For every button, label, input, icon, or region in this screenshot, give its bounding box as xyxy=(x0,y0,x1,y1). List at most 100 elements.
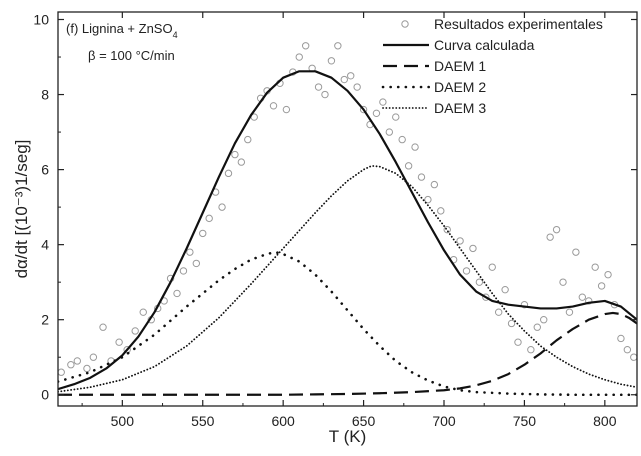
x-axis-label: T (K) xyxy=(329,427,366,446)
data-point xyxy=(578,293,587,301)
legend-item: DAEM 3 xyxy=(382,100,486,116)
series-line-curva-calculada xyxy=(58,70,637,391)
y-axis-label: dα/dt [(10⁻³)1/seg] xyxy=(12,140,31,279)
data-point xyxy=(139,308,147,316)
data-point xyxy=(179,267,188,275)
y-tick-label: 10 xyxy=(33,12,49,28)
data-point xyxy=(314,83,323,91)
data-point xyxy=(192,259,201,268)
data-point xyxy=(340,75,348,84)
data-point xyxy=(520,300,529,309)
data-point xyxy=(295,53,303,61)
x-tick-label: 650 xyxy=(352,413,376,429)
data-point xyxy=(482,293,490,301)
data-point xyxy=(131,327,139,335)
x-tick-label: 600 xyxy=(271,413,295,429)
data-point xyxy=(488,263,496,271)
data-point xyxy=(224,169,233,178)
data-point xyxy=(430,180,439,189)
data-point xyxy=(385,128,394,136)
data-point xyxy=(392,113,400,121)
legend: Resultados experimentales Curva calculada… xyxy=(381,16,603,116)
data-point xyxy=(630,353,637,361)
data-point xyxy=(475,278,484,286)
data-point xyxy=(565,308,574,316)
legend-label: Curva calculada xyxy=(434,37,535,53)
data-point xyxy=(527,346,535,354)
data-point xyxy=(231,150,239,159)
legend-label: DAEM 3 xyxy=(434,100,486,116)
legend-label: DAEM 2 xyxy=(434,79,486,95)
data-point xyxy=(301,42,310,50)
data-point xyxy=(591,263,599,271)
data-point xyxy=(398,135,406,144)
data-point xyxy=(244,135,252,144)
x-tick-label: 550 xyxy=(191,413,215,429)
panel-label: (f) Lignina + ZnSO4 xyxy=(66,21,178,40)
data-point xyxy=(552,225,561,234)
x-tick-label: 700 xyxy=(432,413,456,429)
data-point xyxy=(507,319,516,328)
data-point xyxy=(456,237,464,245)
data-point xyxy=(218,203,226,211)
data-point xyxy=(494,308,503,316)
data-point xyxy=(559,278,567,286)
data-point xyxy=(585,297,593,305)
x-tick-label: 500 xyxy=(111,413,135,429)
data-point xyxy=(89,353,98,361)
data-point xyxy=(437,207,445,215)
y-tick-label: 2 xyxy=(41,312,49,328)
data-point xyxy=(353,83,361,91)
data-point xyxy=(443,225,451,234)
data-point xyxy=(115,338,123,346)
data-point xyxy=(462,267,471,275)
plot-frame xyxy=(57,11,638,407)
data-point xyxy=(379,98,387,106)
data-point xyxy=(321,90,329,99)
data-point xyxy=(604,270,612,279)
legend-marker xyxy=(401,20,409,28)
y-tick-label: 4 xyxy=(41,237,49,253)
data-point xyxy=(411,143,419,151)
legend-label: DAEM 1 xyxy=(434,58,486,74)
data-point xyxy=(327,57,336,65)
data-point xyxy=(58,368,65,376)
data-point xyxy=(514,338,522,346)
legend-item: Curva calculada xyxy=(383,37,535,53)
y-tick-label: 8 xyxy=(41,87,49,103)
data-point xyxy=(186,248,194,256)
legend-label: Resultados experimentales xyxy=(434,16,603,32)
data-point xyxy=(334,42,342,50)
data-point xyxy=(540,316,548,324)
data-point xyxy=(73,357,82,365)
x-tick-label: 800 xyxy=(593,413,617,429)
series-line-daem-3 xyxy=(58,164,637,393)
heating-rate-label: β = 100 °C/min xyxy=(88,48,175,63)
data-point xyxy=(173,289,181,298)
data-point xyxy=(424,195,432,204)
series-line-daem-1 xyxy=(58,311,637,396)
data-point xyxy=(269,102,278,110)
data-point xyxy=(597,282,606,290)
data-point xyxy=(199,229,207,238)
data-point xyxy=(347,72,355,80)
axes-layer: 500 550 600 650 700 750 800 0 2 4 6 8 10 T (K) dα/dt [… xyxy=(12,11,638,446)
data-point xyxy=(404,162,413,170)
data-point xyxy=(469,244,477,253)
legend-item: Resultados experimentales xyxy=(401,16,603,32)
legend-item: DAEM 1 xyxy=(383,58,486,74)
data-point xyxy=(623,346,632,354)
data-point xyxy=(417,173,426,181)
series-line-daem-2 xyxy=(58,250,637,397)
data-point xyxy=(205,214,213,223)
data-point xyxy=(533,323,541,331)
data-point xyxy=(282,105,291,114)
data-point xyxy=(67,361,75,369)
legend-item: DAEM 2 xyxy=(381,79,486,95)
x-tick-label: 750 xyxy=(513,413,537,429)
data-point xyxy=(372,109,381,118)
data-point xyxy=(359,105,368,114)
data-point xyxy=(501,285,509,294)
